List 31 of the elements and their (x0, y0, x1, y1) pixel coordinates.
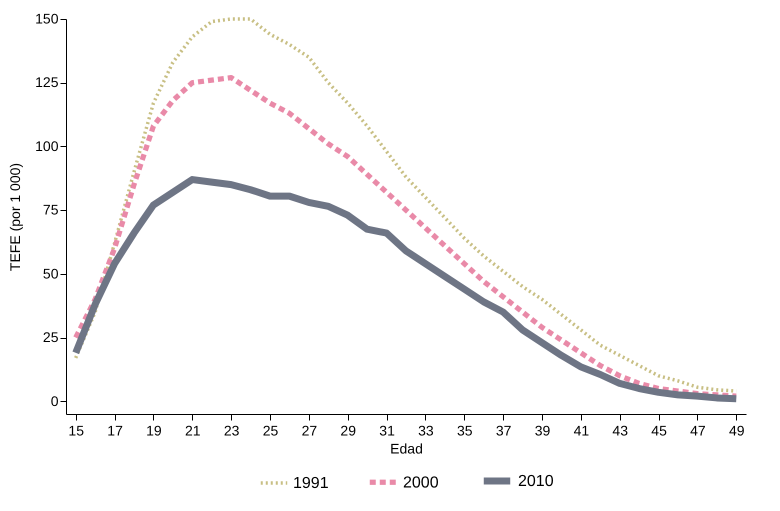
x-tick-label: 23 (224, 422, 240, 438)
x-tick-label: 27 (302, 422, 318, 438)
y-tick-label: 0 (50, 392, 59, 409)
x-tick-label: 21 (184, 422, 201, 438)
x-tick-label: 45 (651, 422, 668, 438)
x-tick-label: 25 (262, 422, 278, 438)
x-tick-label: 35 (456, 422, 473, 438)
x-tick-label: 19 (146, 422, 162, 438)
y-tick-label: 50 (42, 265, 59, 282)
x-tick-label: 31 (379, 422, 396, 438)
x-tick-label: 29 (340, 422, 356, 438)
y-tick-label: 25 (42, 329, 59, 346)
y-tick-label: 100 (35, 138, 59, 154)
x-tick-label: 33 (418, 422, 434, 438)
x-tick-label: 47 (690, 422, 706, 438)
x-tick-label: 37 (496, 422, 512, 438)
y-tick-label: 75 (42, 202, 59, 218)
x-tick-label: 39 (534, 422, 550, 438)
x-tick-label: 17 (107, 422, 124, 438)
x-axis-title: Edad (390, 440, 423, 456)
y-tick-label: 125 (35, 74, 59, 90)
y-tick-label: 150 (35, 10, 59, 26)
legend-label: 1991 (293, 475, 329, 492)
x-tick-label: 41 (574, 422, 590, 438)
y-axis-title: TEFE (por 1 000) (7, 162, 24, 272)
x-tick-label: 49 (728, 422, 745, 438)
x-tick-label: 43 (612, 422, 628, 438)
line-series (74, 17, 738, 393)
legend-label: 2010 (518, 473, 554, 490)
legend-label: 2000 (403, 474, 439, 492)
x-tick-label: 15 (68, 422, 84, 438)
